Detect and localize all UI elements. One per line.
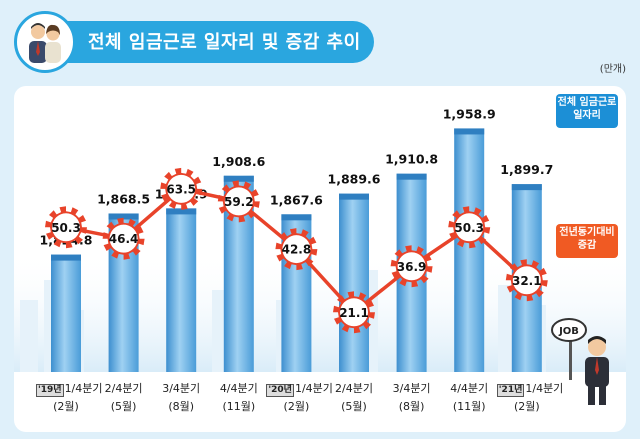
yoy-value-label: 36.9 <box>397 260 427 274</box>
x-tick-year: '19년 <box>36 384 64 397</box>
gear-marker: 32.1 <box>505 259 548 302</box>
yoy-value-label: 63.5 <box>166 182 196 196</box>
workers-avatar-icon <box>14 11 76 73</box>
x-tick-quarter: 1/4분기 <box>294 382 333 395</box>
x-tick-month: (8월) <box>398 400 425 413</box>
gear-marker: 36.9 <box>390 245 433 288</box>
yoy-value-label: 59.2 <box>224 195 254 209</box>
x-tick-month: (5월) <box>341 400 367 413</box>
yoy-value-label: 21.1 <box>339 306 369 320</box>
x-tick-month: (2월) <box>283 400 310 413</box>
bar-cap <box>51 254 81 261</box>
yoy-value-label: 46.4 <box>109 232 139 246</box>
bar-cap <box>454 128 485 135</box>
bar-value-label: 1,958.9 <box>443 106 496 121</box>
gear-marker: 50.3 <box>45 206 87 249</box>
legend-total: 전체 임금근로 일자리 <box>556 94 618 128</box>
bar-cap <box>108 213 139 220</box>
gear-marker: 46.4 <box>102 217 145 260</box>
x-tick-month: (5월) <box>110 400 137 413</box>
gear-center <box>52 213 80 242</box>
gear-marker: 63.5 <box>160 167 203 210</box>
gear-center <box>512 266 541 295</box>
job-person-icon: JOB <box>551 318 609 405</box>
x-tick-quarter: 1/4분기 <box>525 382 564 395</box>
x-tick-label: '21년 1/4분기 <box>496 380 563 397</box>
yoy-value-label: 50.3 <box>454 221 484 235</box>
gear-center <box>455 213 484 242</box>
x-tick-quarter: 4/4분기 <box>219 382 258 395</box>
bar <box>339 193 369 372</box>
gear-center <box>282 235 311 264</box>
x-tick-month: (2월) <box>53 400 79 413</box>
bar <box>454 128 485 372</box>
x-tick-label: 3/4분기 <box>151 380 211 396</box>
page-title: 전체 임금근로 일자리 및 증감 추이 <box>88 32 361 53</box>
gear-center <box>224 187 253 216</box>
bar-value-label: 1,867.6 <box>270 192 323 207</box>
gear-center <box>109 224 138 253</box>
bar-cap <box>166 208 197 215</box>
bar <box>166 208 197 372</box>
bar-value-label: 1,899.7 <box>500 162 553 177</box>
x-tick-label: 3/4분기 <box>382 380 442 396</box>
bar <box>51 254 81 372</box>
x-tick-label: '19년 1/4분기 <box>36 380 103 397</box>
gear-marker: 21.1 <box>333 291 375 334</box>
gear-marker: 59.2 <box>217 180 260 223</box>
gear-marker: 42.8 <box>275 228 318 271</box>
x-tick-label: 2/4분기 <box>324 380 384 396</box>
city-building <box>20 300 38 372</box>
bar-cap <box>511 184 542 191</box>
bar-cap <box>281 214 312 221</box>
bar-value-label: 1,868.5 <box>97 191 150 206</box>
x-tick-month: (8월) <box>168 400 195 413</box>
bar-cap <box>339 193 369 200</box>
gear-marker: 50.3 <box>448 206 491 249</box>
x-tick-month: (11월) <box>222 400 256 413</box>
x-tick-quarter: 3/4분기 <box>392 382 431 395</box>
header: 전체 임금근로 일자리 및 증감 추이 (만개) <box>0 0 640 75</box>
x-tick-label: 4/4분기 <box>209 380 269 396</box>
bar-value-label: 1,908.6 <box>212 154 265 169</box>
x-tick-quarter: 3/4분기 <box>162 382 201 395</box>
unit-label: (만개) <box>599 64 626 75</box>
title-banner <box>44 21 374 63</box>
yoy-value-label: 50.3 <box>51 221 81 235</box>
x-tick-year: '21년 <box>496 384 525 397</box>
gear-center <box>397 252 426 281</box>
bar-cap <box>223 175 254 182</box>
x-tick-year: '20년 <box>266 384 294 397</box>
workers-icon <box>29 23 61 63</box>
x-tick-month: (2월) <box>513 400 540 413</box>
yoy-value-label: 32.1 <box>512 274 542 288</box>
x-tick-label: 2/4분기 <box>94 380 154 396</box>
x-tick-quarter: 1/4분기 <box>64 382 103 395</box>
job-sign-text: JOB <box>558 326 579 337</box>
bar-value-label: 1,910.8 <box>385 152 438 167</box>
gear-center <box>340 298 368 327</box>
bar-value-label: 1,889.6 <box>328 172 381 187</box>
x-tick-quarter: 2/4분기 <box>335 382 373 395</box>
legend-yoy: 전년동기대비 증감 <box>556 224 618 258</box>
x-tick-quarter: 4/4분기 <box>450 382 489 395</box>
x-tick-label: '20년 1/4분기 <box>266 380 333 397</box>
bar-cap <box>396 173 427 180</box>
x-tick-quarter: 2/4분기 <box>104 382 143 395</box>
gear-center <box>167 174 196 203</box>
x-tick-label: 4/4분기 <box>439 380 499 396</box>
x-tick-month: (11월) <box>452 400 486 413</box>
yoy-value-label: 42.8 <box>282 243 312 257</box>
